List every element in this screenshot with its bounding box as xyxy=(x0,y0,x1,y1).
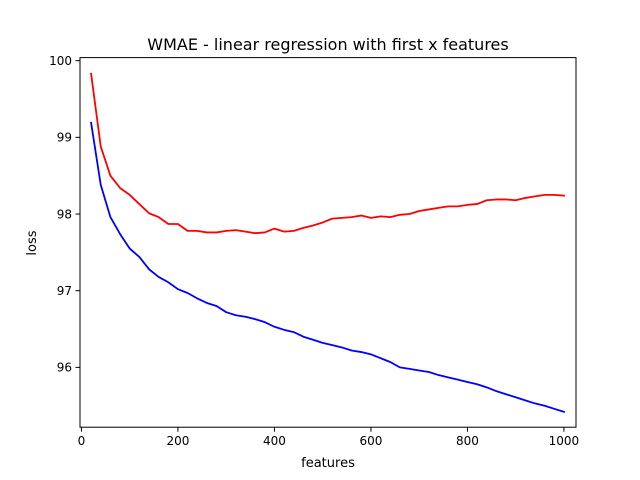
y-tick-label: 97 xyxy=(57,284,72,298)
y-tick-label: 99 xyxy=(57,131,72,145)
y-tick-label: 98 xyxy=(57,207,72,221)
x-tick-label: 200 xyxy=(166,434,189,448)
x-axis-label: features xyxy=(301,456,355,471)
x-tick-label: 1000 xyxy=(549,434,580,448)
series-lines xyxy=(90,72,566,413)
series-line-1 xyxy=(90,72,565,235)
y-tick-label: 100 xyxy=(49,54,72,68)
x-tick-label: 400 xyxy=(263,434,286,448)
y-tick-label: 96 xyxy=(57,361,72,375)
chart-title: WMAE - linear regression with first x fe… xyxy=(147,35,508,54)
series-line-2 xyxy=(90,121,566,413)
y-axis: 96 97 98 99 100 xyxy=(49,54,80,375)
x-tick-label: 0 xyxy=(78,434,86,448)
x-tick-label: 800 xyxy=(456,434,479,448)
x-tick-label: 600 xyxy=(359,434,382,448)
plot-frame xyxy=(79,57,577,428)
y-axis-label: loss xyxy=(25,230,40,255)
x-axis: 0 200 400 600 800 1000 xyxy=(78,427,580,448)
